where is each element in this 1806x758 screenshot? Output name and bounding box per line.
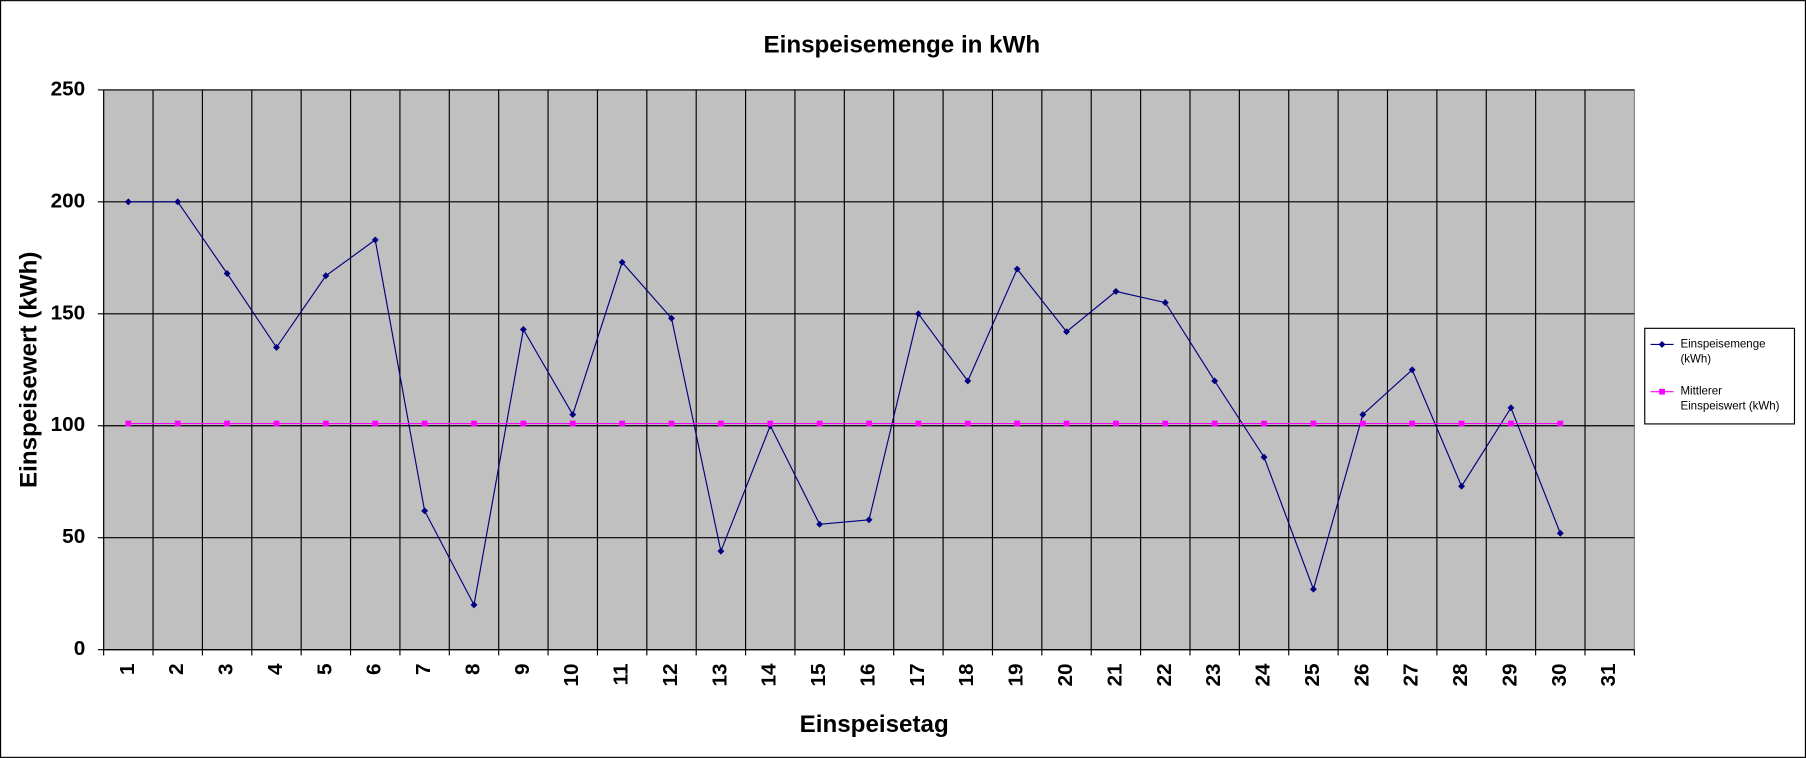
x-tick-label: 25 — [1301, 663, 1324, 686]
data-point — [1063, 328, 1070, 336]
x-tick-label: 9 — [511, 663, 534, 675]
y-axis-label: Einspeisewert (kWh) — [15, 252, 42, 488]
chart-title: Einspeisemenge in kWh — [763, 32, 1040, 59]
data-point — [619, 420, 626, 427]
x-tick-label: 18 — [955, 663, 978, 686]
x-tick-label: 4 — [264, 663, 287, 675]
x-tick-label: 21 — [1103, 663, 1126, 686]
data-point — [224, 420, 230, 427]
y-tick-label: 50 — [62, 525, 85, 548]
plot-area — [103, 89, 1635, 651]
data-point — [1508, 420, 1514, 427]
data-point — [1162, 420, 1169, 427]
x-tick-label: 14 — [758, 663, 781, 687]
x-tick-label: 17 — [906, 663, 929, 686]
data-point — [471, 420, 477, 427]
data-point — [421, 507, 429, 515]
legend-label: Mittlerer Einspeiswert (kWh) — [1680, 386, 1779, 413]
x-tick-label: 2 — [165, 663, 188, 675]
x-tick-label: 31 — [1597, 663, 1620, 686]
x-tick-label: 24 — [1252, 663, 1275, 687]
data-point — [1211, 420, 1218, 427]
data-point — [1211, 377, 1219, 385]
x-tick-label: 23 — [1202, 663, 1225, 686]
x-tick-label: 13 — [708, 663, 731, 686]
data-point — [964, 420, 971, 427]
data-point — [520, 420, 527, 427]
x-tick-label: 26 — [1350, 663, 1373, 686]
x-tick-label: 12 — [659, 663, 682, 686]
x-tick-label: 1 — [116, 663, 139, 675]
x-axis-label: Einspeisetag — [800, 711, 949, 738]
x-tick-label: 5 — [313, 663, 336, 675]
x-tick-label: 15 — [807, 663, 830, 686]
data-point — [1409, 420, 1416, 427]
legend-marker — [1659, 388, 1665, 395]
data-point — [1063, 420, 1070, 427]
data-point — [1458, 420, 1465, 427]
data-point — [1112, 287, 1120, 295]
data-point — [569, 420, 576, 427]
y-tick-label: 100 — [51, 413, 86, 436]
y-tick-label: 200 — [51, 189, 86, 212]
x-tick-label: 19 — [1005, 663, 1028, 686]
x-tick-label: 7 — [412, 663, 435, 675]
data-point — [618, 258, 626, 266]
x-tick-label: 27 — [1400, 663, 1423, 686]
data-point — [1261, 420, 1267, 427]
data-point — [964, 377, 972, 385]
x-tick-label: 16 — [856, 663, 879, 686]
data-point — [915, 420, 922, 427]
x-tick-label: 30 — [1548, 663, 1571, 686]
data-point — [174, 198, 182, 206]
data-point — [322, 420, 329, 427]
data-point — [174, 420, 181, 427]
data-point — [372, 420, 379, 427]
data-point — [668, 420, 675, 427]
y-tick-label: 150 — [51, 301, 86, 324]
data-point — [668, 314, 675, 322]
data-point — [273, 420, 280, 427]
legend-marker — [1658, 340, 1666, 348]
y-tick-label: 0 — [74, 637, 86, 660]
data-point — [470, 601, 478, 609]
data-point — [767, 420, 774, 427]
data-point — [421, 420, 428, 427]
x-tick-label: 3 — [215, 663, 238, 675]
data-point — [371, 236, 379, 244]
data-point — [866, 420, 872, 427]
data-point — [1014, 420, 1021, 427]
x-tick-label: 11 — [610, 663, 633, 685]
data-point — [125, 420, 132, 427]
legend-label: Einspeisemenge (kWh) — [1680, 338, 1765, 365]
x-tick-label: 22 — [1153, 663, 1176, 686]
x-tick-label: 20 — [1054, 663, 1077, 686]
data-point — [718, 420, 724, 427]
data-point — [1113, 420, 1119, 427]
y-tick-label: 250 — [51, 77, 86, 100]
x-tick-label: 6 — [363, 663, 386, 675]
data-point — [1359, 420, 1366, 427]
x-tick-label: 29 — [1498, 663, 1521, 686]
x-tick-label: 10 — [560, 663, 583, 686]
x-tick-label: 28 — [1449, 663, 1472, 686]
data-point — [1310, 420, 1317, 427]
x-tick-label: 8 — [461, 663, 484, 675]
data-point — [1557, 420, 1564, 427]
data-point — [816, 420, 823, 427]
series-line — [128, 201, 1561, 607]
